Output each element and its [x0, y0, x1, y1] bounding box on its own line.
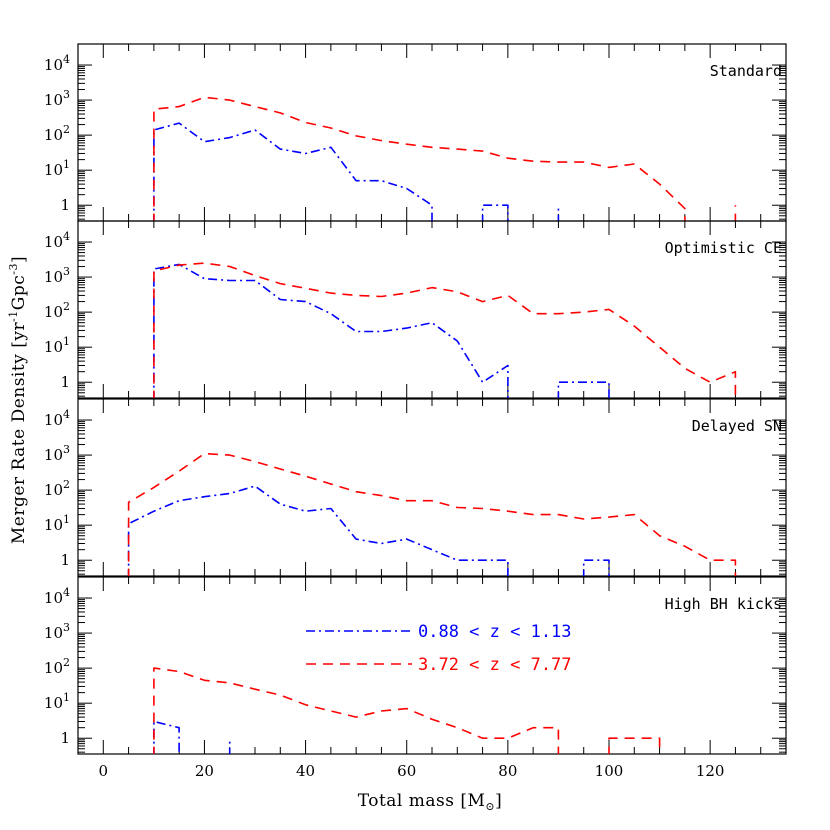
y-axis-title-close: ]	[9, 256, 29, 263]
y-tick-label: 101	[44, 513, 70, 534]
y-tick-label: 104	[44, 586, 70, 607]
y-tick-label: 102	[44, 300, 70, 321]
panel-4: 1 101 102 103 104 High BH kicks	[44, 576, 787, 755]
y-axis-title-mid: Gpc	[9, 275, 29, 310]
x-axis-title-sub: ⊙	[485, 800, 495, 813]
x-tick-label: 80	[498, 762, 517, 780]
y-axis-title-exp1: -1	[7, 310, 20, 322]
panels: 1101102103104Standard1101102103104Optimi…	[44, 43, 787, 780]
series-line-blue	[153, 122, 433, 221]
panel-frame	[77, 43, 787, 222]
y-tick-label: 103	[44, 265, 70, 286]
x-tick-label: 40	[296, 762, 315, 780]
y-tick-label: 102	[44, 656, 70, 677]
y-tick-label: 101	[44, 335, 70, 356]
series-line-blue	[557, 381, 610, 398]
series-line-blue	[153, 263, 509, 398]
y-tick-label: 102	[44, 123, 70, 144]
y-tick-label: 1	[60, 729, 70, 747]
series-line-blue	[481, 204, 509, 221]
y-tick-label: 104	[44, 408, 70, 429]
legend: 0.88 < z < 1.13 3.72 < z < 7.77	[306, 622, 572, 675]
panel-series	[153, 667, 661, 754]
y-tick-label: 1	[60, 373, 70, 391]
x-axis-title-main: Total mass [M	[358, 791, 486, 811]
x-tick-label: 60	[397, 762, 416, 780]
y-axis-title: Merger Rate Density [yr-1Gpc-3]	[7, 256, 29, 544]
y-tick-label: 103	[44, 443, 70, 464]
legend-label-blue: 0.88 < z < 1.13	[418, 622, 572, 642]
series-line-red	[153, 667, 560, 754]
x-tick-label: 120	[696, 762, 725, 780]
panel-title: Standard	[710, 62, 782, 80]
y-tick-label: 101	[44, 158, 70, 179]
series-line-red	[127, 452, 737, 576]
legend-label-red: 3.72 < z < 7.77	[418, 655, 572, 675]
series-line-red	[153, 262, 737, 398]
y-axis-title-main: Merger Rate Density [yr	[9, 322, 29, 545]
x-tick-label: 100	[595, 762, 624, 780]
series-line-blue	[153, 720, 180, 754]
y-tick-label: 1	[60, 551, 70, 569]
panel-2: 1 101 102 103 104 Optimistic CE	[44, 220, 787, 399]
y-axis-title-exp2: -3	[7, 263, 20, 275]
panel-3: 1 101 102 103 104 Delayed SN	[44, 398, 787, 577]
y-tick-label: 104	[44, 53, 70, 74]
panel-title: High BH kicks	[665, 595, 782, 613]
series-line-red	[608, 737, 661, 754]
x-tick-label: 0	[99, 762, 109, 780]
panel-series	[153, 262, 737, 398]
x-axis-title: Total mass [M⊙]	[358, 791, 503, 813]
panel-title: Optimistic CE	[665, 239, 782, 257]
panel-series	[153, 96, 737, 221]
y-tick-label: 101	[44, 691, 70, 712]
panel-frame	[77, 398, 787, 577]
x-axis-title-close: ]	[495, 791, 502, 811]
series-line-blue	[127, 485, 509, 576]
panel-series	[127, 452, 737, 576]
series-line-blue	[582, 559, 610, 576]
y-tick-label: 1	[60, 196, 70, 214]
y-tick-label: 103	[44, 621, 70, 642]
y-tick-label: 102	[44, 478, 70, 499]
y-tick-label: 103	[44, 88, 70, 109]
panel-1: 1 101 102 103 104 Standard	[44, 43, 787, 222]
panel-title: Delayed SN	[692, 417, 782, 435]
series-line-red	[153, 96, 686, 221]
y-tick-label: 104	[44, 230, 70, 251]
x-tick-label: 20	[195, 762, 214, 780]
